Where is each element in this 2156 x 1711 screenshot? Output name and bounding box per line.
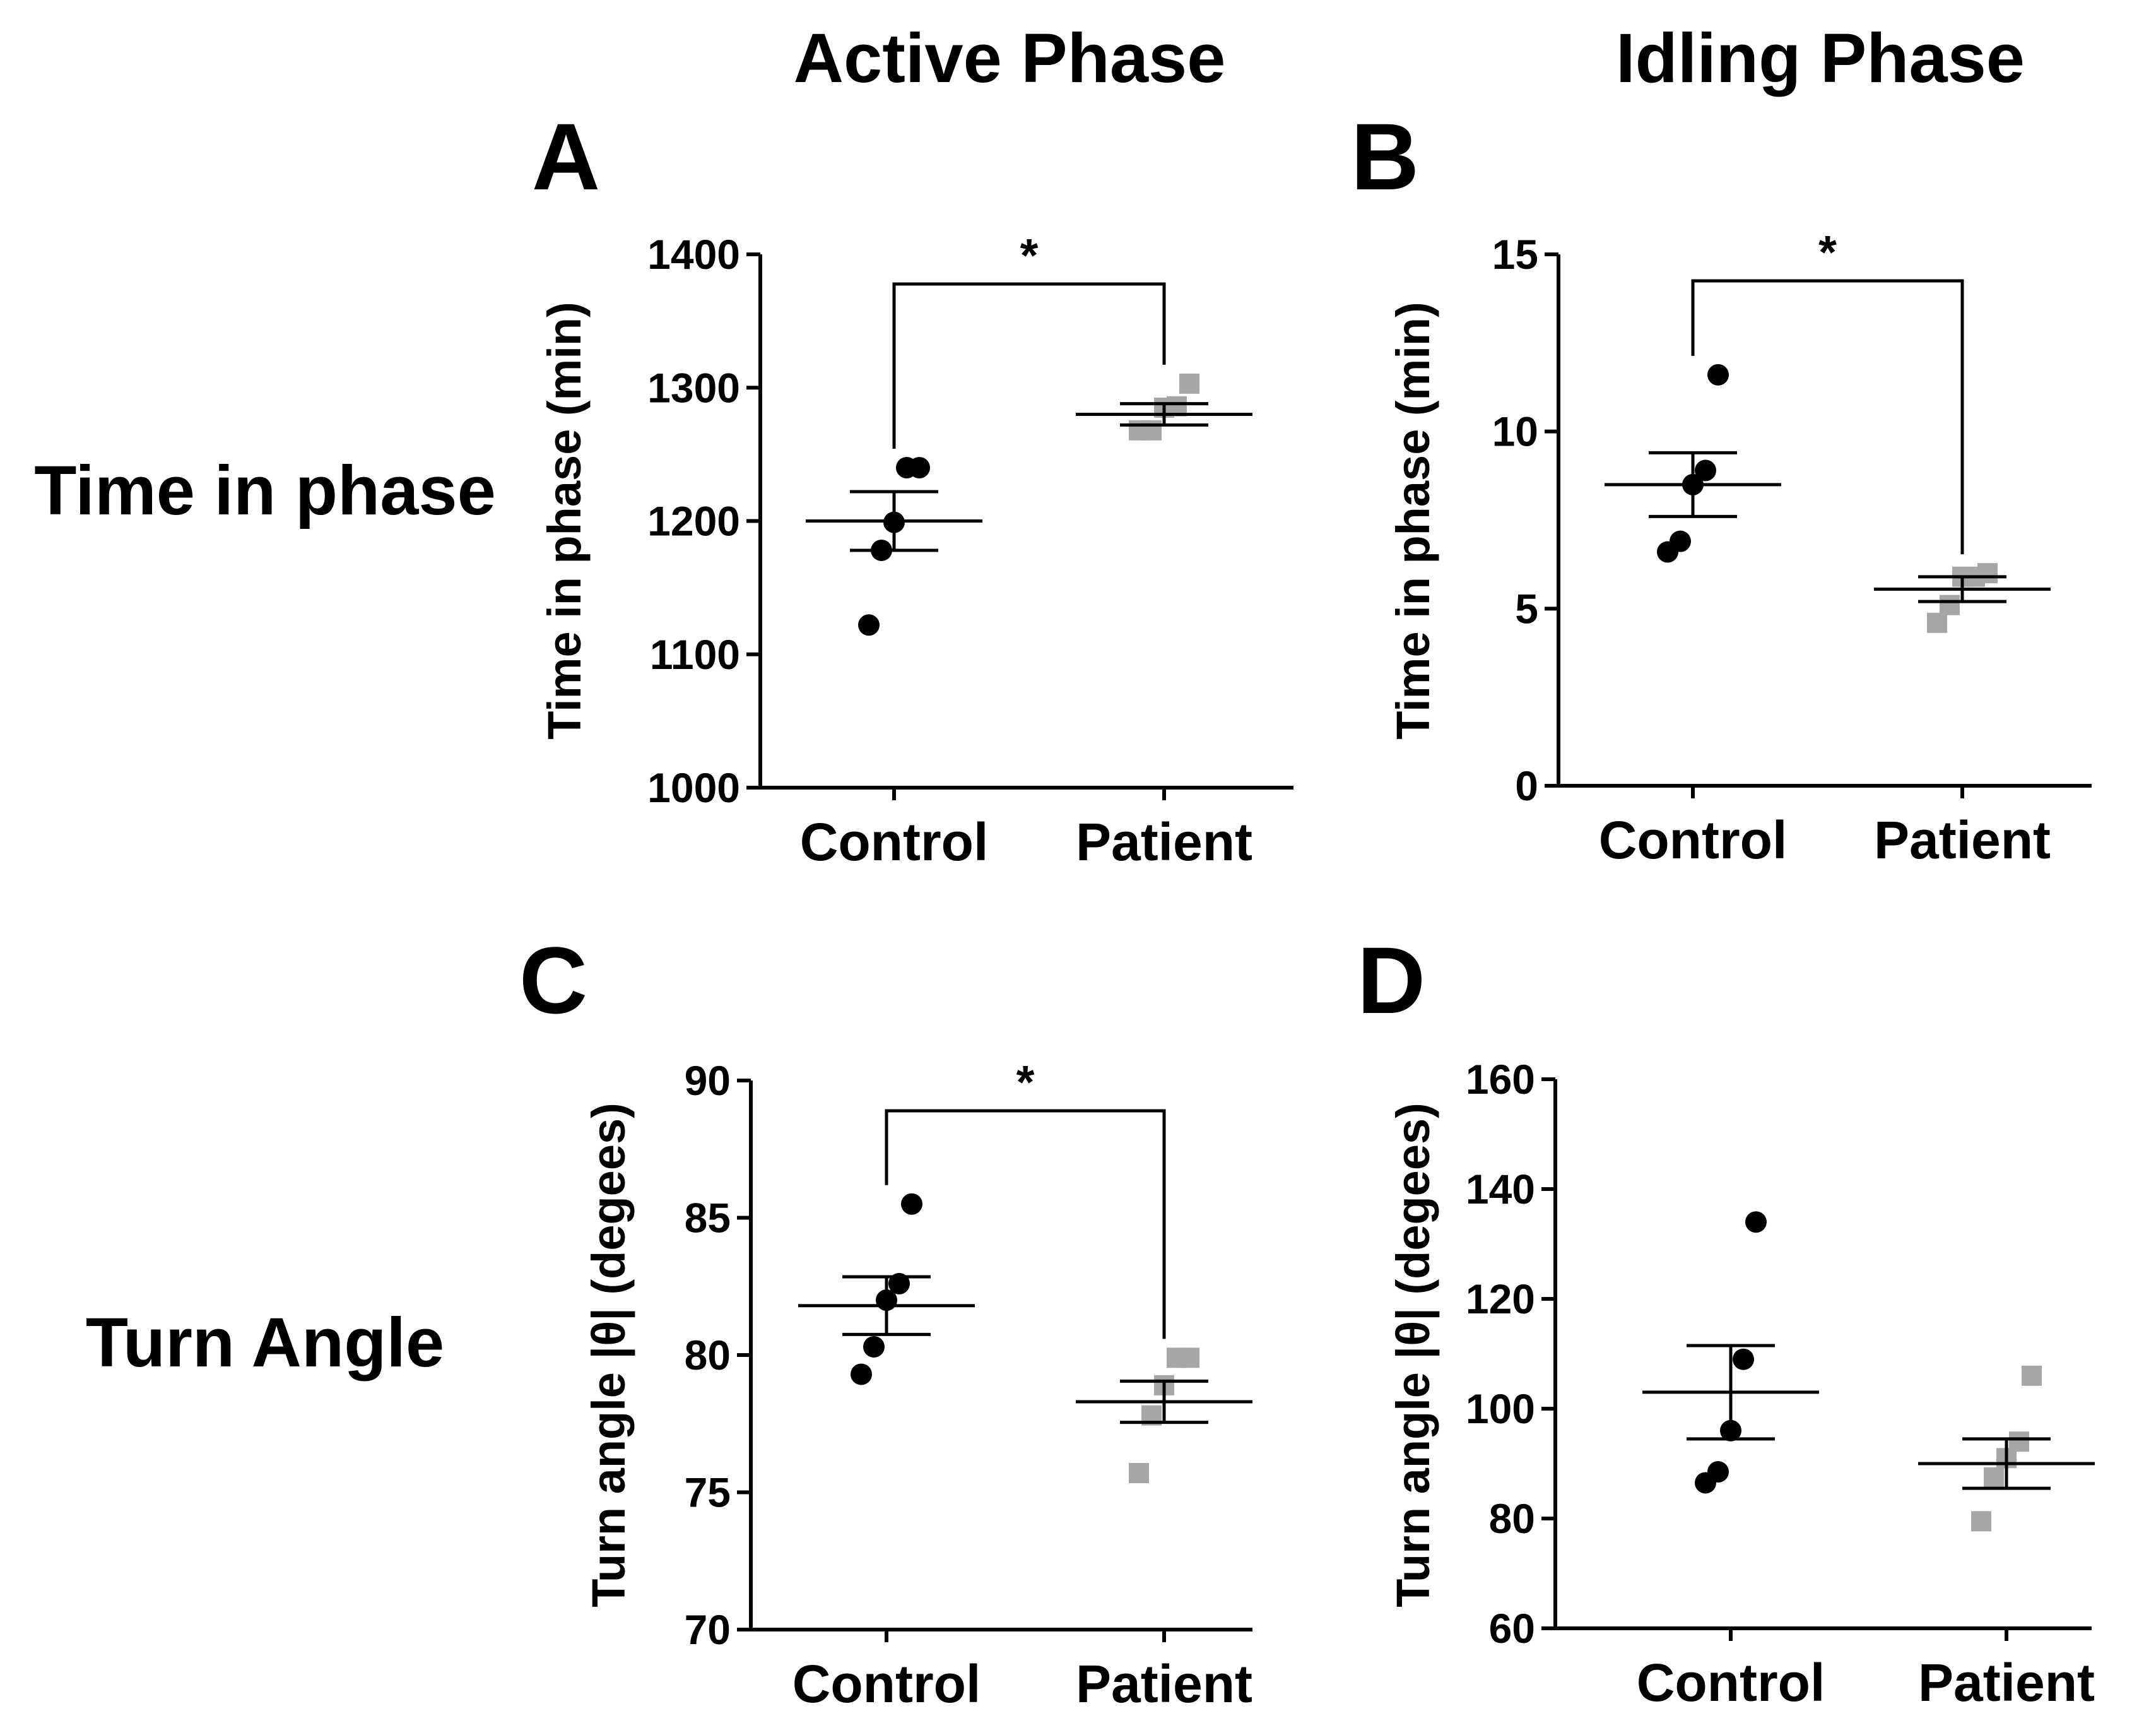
significance-bracket — [1691, 279, 1964, 555]
data-point-control — [901, 1193, 922, 1215]
y-tick-label: 5 — [1515, 585, 1538, 632]
data-point-control — [1745, 1211, 1767, 1233]
significance-star: * — [1016, 1056, 1035, 1108]
data-point-control — [863, 1335, 885, 1358]
significance-star: * — [1020, 229, 1039, 281]
y-tick-label: 1400 — [647, 231, 740, 278]
x-category-label: Control — [1637, 1653, 1825, 1711]
x-category-label: Control — [792, 1654, 981, 1711]
data-point-patient — [1977, 563, 1998, 584]
data-point-patient — [1984, 1467, 2004, 1488]
data-point-patient — [1179, 1347, 1199, 1368]
data-point-patient — [1179, 373, 1199, 394]
y-axis-label: Turn angle |θ| (degees) — [1387, 1103, 1440, 1607]
y-tick-label: 80 — [685, 1332, 731, 1378]
x-category-label: Patient — [1076, 1654, 1252, 1711]
data-point-patient — [1141, 420, 1162, 441]
data-point-control — [1695, 459, 1716, 482]
y-tick-label: 1000 — [647, 764, 740, 811]
data-point-control — [909, 457, 930, 478]
data-point-patient — [1927, 612, 1947, 633]
y-tick-label: 0 — [1515, 762, 1538, 809]
panel-letter: B — [1351, 104, 1419, 210]
panel-c: C 70 75 80 85 90 Control Patient Turn angle |θ| … — [519, 927, 1252, 1711]
x-category-label: Control — [800, 812, 989, 872]
data-point-control — [1670, 530, 1691, 552]
panel-a: A 1000 1100 1200 1300 1400 Control Patient Time … — [532, 104, 1293, 872]
column-title-active: Active Phase — [794, 20, 1226, 97]
y-axis-label: Time in phase (min) — [538, 302, 591, 740]
data-point-control — [851, 1363, 872, 1385]
data-point-patient — [1971, 1511, 1991, 1532]
panel-d: D 60 80 100 120 140 160 Control Patient Turn angl… — [1357, 927, 2095, 1711]
y-tick-label: 1300 — [647, 364, 740, 411]
data-point-control — [1733, 1348, 1754, 1370]
row-label-time: Time in phase — [34, 452, 496, 530]
data-point-patient — [1940, 595, 1960, 615]
y-axis-label: Turn angle |θ| (degees) — [582, 1103, 635, 1607]
y-tick-label: 1100 — [650, 631, 740, 678]
panel-letter: D — [1357, 927, 1425, 1033]
y-tick-label: 75 — [685, 1469, 731, 1516]
column-title-idling: Idling Phase — [1616, 20, 2025, 97]
x-category-label: Patient — [1874, 810, 2051, 870]
data-point-patient — [1129, 1463, 1149, 1484]
data-point-patient — [2022, 1365, 2042, 1386]
x-category-label: Control — [1599, 810, 1788, 870]
significance-star: * — [1818, 226, 1837, 278]
y-tick-label: 100 — [1466, 1385, 1535, 1432]
y-tick-label: 15 — [1492, 231, 1538, 278]
y-tick-label: 85 — [685, 1195, 731, 1241]
y-tick-label: 10 — [1492, 408, 1538, 455]
significance-bracket — [892, 282, 1166, 449]
y-tick-label: 120 — [1466, 1276, 1535, 1322]
x-category-label: Patient — [1076, 812, 1252, 872]
panel-b: B 0 5 10 15 Control Patient Time in phase (min)… — [1351, 104, 2092, 870]
y-tick-label: 160 — [1466, 1056, 1535, 1103]
row-label-turn: Turn Angle — [86, 1304, 444, 1382]
y-tick-label: 1200 — [647, 498, 740, 545]
panel-letter: C — [519, 927, 587, 1033]
y-tick-label: 70 — [685, 1606, 731, 1653]
y-tick-label: 140 — [1466, 1166, 1535, 1212]
data-point-patient — [2009, 1431, 2029, 1452]
y-axis-label: Time in phase (min) — [1387, 302, 1439, 740]
data-point-control — [1707, 364, 1729, 386]
significance-bracket — [885, 1109, 1166, 1339]
x-category-label: Patient — [1918, 1653, 2095, 1711]
panel-letter: A — [532, 104, 600, 210]
y-tick-label: 60 — [1489, 1605, 1535, 1652]
y-tick-label: 80 — [1489, 1495, 1535, 1542]
y-tick-label: 90 — [685, 1057, 731, 1104]
data-point-control — [1707, 1461, 1729, 1483]
data-point-control — [858, 614, 880, 636]
